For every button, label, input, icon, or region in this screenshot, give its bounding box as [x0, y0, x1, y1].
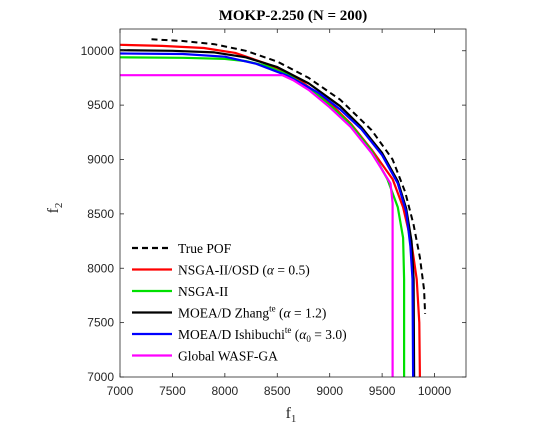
y-tick-label: 10000: [81, 44, 115, 58]
legend-entry-wasf: Global WASF-GA: [178, 349, 278, 364]
legend-entry-true: True POF: [178, 241, 232, 256]
plot-area: [119, 38, 427, 378]
y-tick-label: 7500: [87, 316, 114, 330]
legend-entry-ishibuchi: MOEA/D Ishibuchite (α0 = 3.0): [178, 325, 347, 344]
y-tick-label: 9000: [87, 153, 114, 167]
x-tick-label: 7500: [159, 384, 186, 398]
x-tick-label: 10000: [418, 384, 452, 398]
x-tick-label: 9000: [316, 384, 343, 398]
series-line-nsga: [119, 56, 406, 377]
x-tick-label: 8000: [211, 384, 238, 398]
x-axis-label: f1: [286, 405, 297, 425]
x-tick-label: 9500: [369, 384, 396, 398]
legend: True POF NSGA-II/OSD (α = 0.5) NSGA-II MOEA…: [132, 241, 347, 364]
series-line-zhang: [119, 49, 416, 378]
y-tick-label: 9500: [87, 98, 114, 112]
y-tick-label: 7000: [87, 370, 114, 384]
series-line-true: [151, 38, 427, 314]
legend-entry-nsga_osd: NSGA-II/OSD (α = 0.5): [178, 263, 310, 278]
chart-title: MOKP-2.250 (N = 200): [219, 8, 368, 24]
axes: 7000 7500 8000 8500 9000 9500 10000 7000 7500 800…: [81, 28, 467, 398]
y-axis-label: f2: [45, 203, 65, 214]
y-tick-label: 8500: [87, 207, 114, 221]
series-line-ishibuchi: [119, 52, 415, 378]
y-tick-label: 8000: [87, 261, 114, 275]
x-tick-label: 7000: [107, 384, 134, 398]
x-tick-label: 8500: [264, 384, 291, 398]
legend-entry-nsga: NSGA-II: [178, 284, 229, 299]
legend-entry-zhang: MOEA/D Zhangte (α = 1.2): [178, 304, 326, 321]
axes-box: [119, 28, 467, 378]
series-line-wasf: [120, 74, 394, 377]
